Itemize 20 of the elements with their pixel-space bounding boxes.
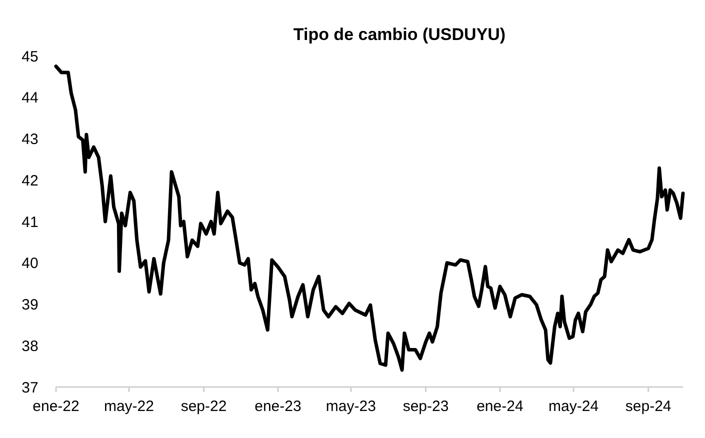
y-tick-label: 44: [22, 90, 38, 107]
x-tick-label: ene-22: [32, 398, 80, 415]
y-tick-label: 38: [22, 338, 38, 355]
x-tick-label: ene-23: [254, 398, 302, 415]
y-tick-label: 43: [22, 131, 38, 148]
x-tick-label: ene-24: [476, 398, 524, 415]
x-tick-label: sep-22: [180, 398, 227, 415]
y-tick-label: 42: [22, 172, 38, 190]
x-tick-label: sep-23: [402, 398, 449, 415]
y-tick-label: 45: [22, 48, 38, 66]
chart-title: Tipo de cambio (USDUYU): [293, 25, 506, 44]
y-tick-label: 37: [22, 379, 38, 396]
x-tick-label: may-24: [548, 398, 599, 415]
y-tick-label: 39: [22, 296, 38, 314]
x-tick-label: may-22: [104, 398, 154, 415]
line-series: [54, 64, 685, 372]
y-tick-label: 40: [22, 255, 38, 272]
x-tick-label: may-23: [326, 398, 376, 415]
x-tick-label: sep-24: [625, 398, 672, 415]
y-tick-label: 41: [22, 214, 38, 231]
